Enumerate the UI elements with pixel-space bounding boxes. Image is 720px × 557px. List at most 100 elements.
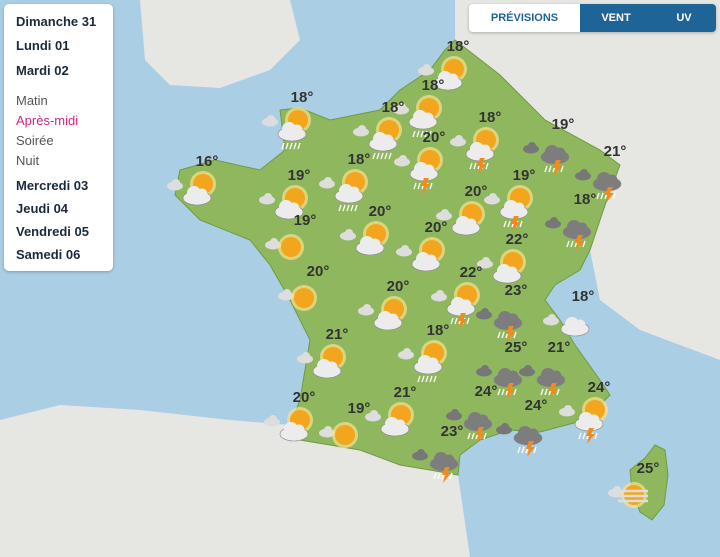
- day-menu: Dimanche 31 Lundi 01 Mardi 02 Matin Après-mi…: [4, 4, 113, 271]
- period-option[interactable]: Nuit: [16, 153, 40, 168]
- cloud: [479, 144, 491, 156]
- day-option[interactable]: Vendredi 05: [16, 224, 89, 239]
- period-option[interactable]: Soirée: [16, 133, 54, 148]
- lightning: [526, 441, 535, 457]
- small-cloud: [501, 423, 509, 431]
- cloud: [447, 73, 459, 85]
- temperature-label: 18°: [447, 38, 470, 55]
- period-option[interactable]: Matin: [16, 93, 48, 108]
- cloud: [606, 174, 618, 186]
- cloud: [422, 112, 434, 124]
- rain: [471, 432, 475, 440]
- spain: [0, 405, 470, 557]
- temperature-label: 19°: [348, 400, 371, 417]
- temperature-label: 20°: [369, 203, 392, 220]
- tab-label: VENT: [601, 12, 631, 24]
- cloud: [574, 319, 586, 331]
- temperature-label: 18°: [479, 109, 502, 126]
- cloud: [293, 424, 305, 436]
- temperature-label: 22°: [506, 231, 529, 248]
- small-cloud: [324, 426, 332, 434]
- rain: [578, 432, 582, 440]
- period-option[interactable]: Après-midi: [16, 113, 79, 128]
- temperature-label: 20°: [465, 183, 488, 200]
- small-cloud: [302, 352, 310, 360]
- temperature-label: 18°: [382, 99, 405, 116]
- rain: [437, 472, 441, 480]
- small-cloud: [283, 289, 291, 297]
- rain: [388, 152, 392, 160]
- rain: [582, 432, 586, 440]
- view-tabs: PRÉVISIONS VENT UV: [469, 4, 716, 32]
- tab[interactable]: UV: [652, 4, 716, 32]
- rain: [420, 130, 424, 138]
- rain: [548, 165, 552, 173]
- small-cloud: [399, 155, 407, 163]
- temperature-label: 22°: [460, 264, 483, 281]
- day-option[interactable]: Lundi 01: [16, 38, 70, 53]
- rain: [596, 192, 600, 200]
- rain: [521, 446, 525, 454]
- small-cloud: [436, 290, 444, 298]
- rain: [485, 162, 489, 170]
- small-cloud: [524, 365, 532, 373]
- small-cloud: [550, 217, 558, 225]
- lightning: [605, 187, 614, 203]
- small-cloud: [417, 449, 425, 457]
- cloud: [387, 313, 399, 325]
- rain: [433, 472, 437, 480]
- rain: [416, 130, 420, 138]
- rain: [450, 317, 454, 325]
- lightning: [549, 383, 558, 399]
- day-option[interactable]: Samedi 06: [16, 247, 81, 262]
- temperature-label: 24°: [588, 379, 611, 396]
- cloud: [588, 414, 600, 426]
- rain: [338, 204, 342, 212]
- small-cloud: [345, 229, 353, 237]
- temperature-label: 21°: [604, 143, 627, 160]
- cloud: [326, 361, 338, 373]
- temperature-label: 23°: [505, 282, 528, 299]
- temperature-label: 25°: [505, 339, 528, 356]
- tab-label: PRÉVISIONS: [490, 12, 559, 24]
- tab[interactable]: PRÉVISIONS: [469, 4, 580, 32]
- day-option[interactable]: Dimanche 31: [16, 14, 97, 29]
- rain: [297, 142, 301, 150]
- cloud: [507, 313, 519, 325]
- temperature-label: 18°: [572, 288, 595, 305]
- small-cloud: [441, 209, 449, 217]
- rain: [424, 130, 428, 138]
- rain: [570, 240, 574, 248]
- rain: [417, 182, 421, 190]
- cloud: [506, 266, 518, 278]
- rain: [354, 204, 358, 212]
- uk: [140, 0, 300, 88]
- temperature-label: 20°: [387, 278, 410, 295]
- day-option[interactable]: Mardi 02: [16, 63, 69, 78]
- temperature-label: 21°: [548, 339, 571, 356]
- rain: [473, 162, 477, 170]
- tab[interactable]: VENT: [580, 4, 652, 32]
- rain: [556, 388, 560, 396]
- rain: [519, 220, 523, 228]
- temperature-label: 20°: [293, 389, 316, 406]
- rain: [428, 130, 432, 138]
- cloud: [576, 222, 588, 234]
- rain: [466, 317, 470, 325]
- cloud: [507, 370, 519, 382]
- rain: [513, 388, 517, 396]
- small-cloud: [267, 115, 275, 123]
- day-option[interactable]: Mercredi 03: [16, 178, 89, 193]
- rain: [594, 432, 598, 440]
- cloud: [425, 254, 437, 266]
- rain: [544, 388, 548, 396]
- lightning: [442, 467, 451, 483]
- day-option[interactable]: Jeudi 04: [16, 201, 69, 216]
- tab-label: UV: [676, 12, 692, 24]
- cloud: [554, 147, 566, 159]
- cloud: [427, 357, 439, 369]
- temperature-label: 19°: [552, 116, 575, 133]
- rain: [376, 152, 380, 160]
- sun: [335, 425, 355, 445]
